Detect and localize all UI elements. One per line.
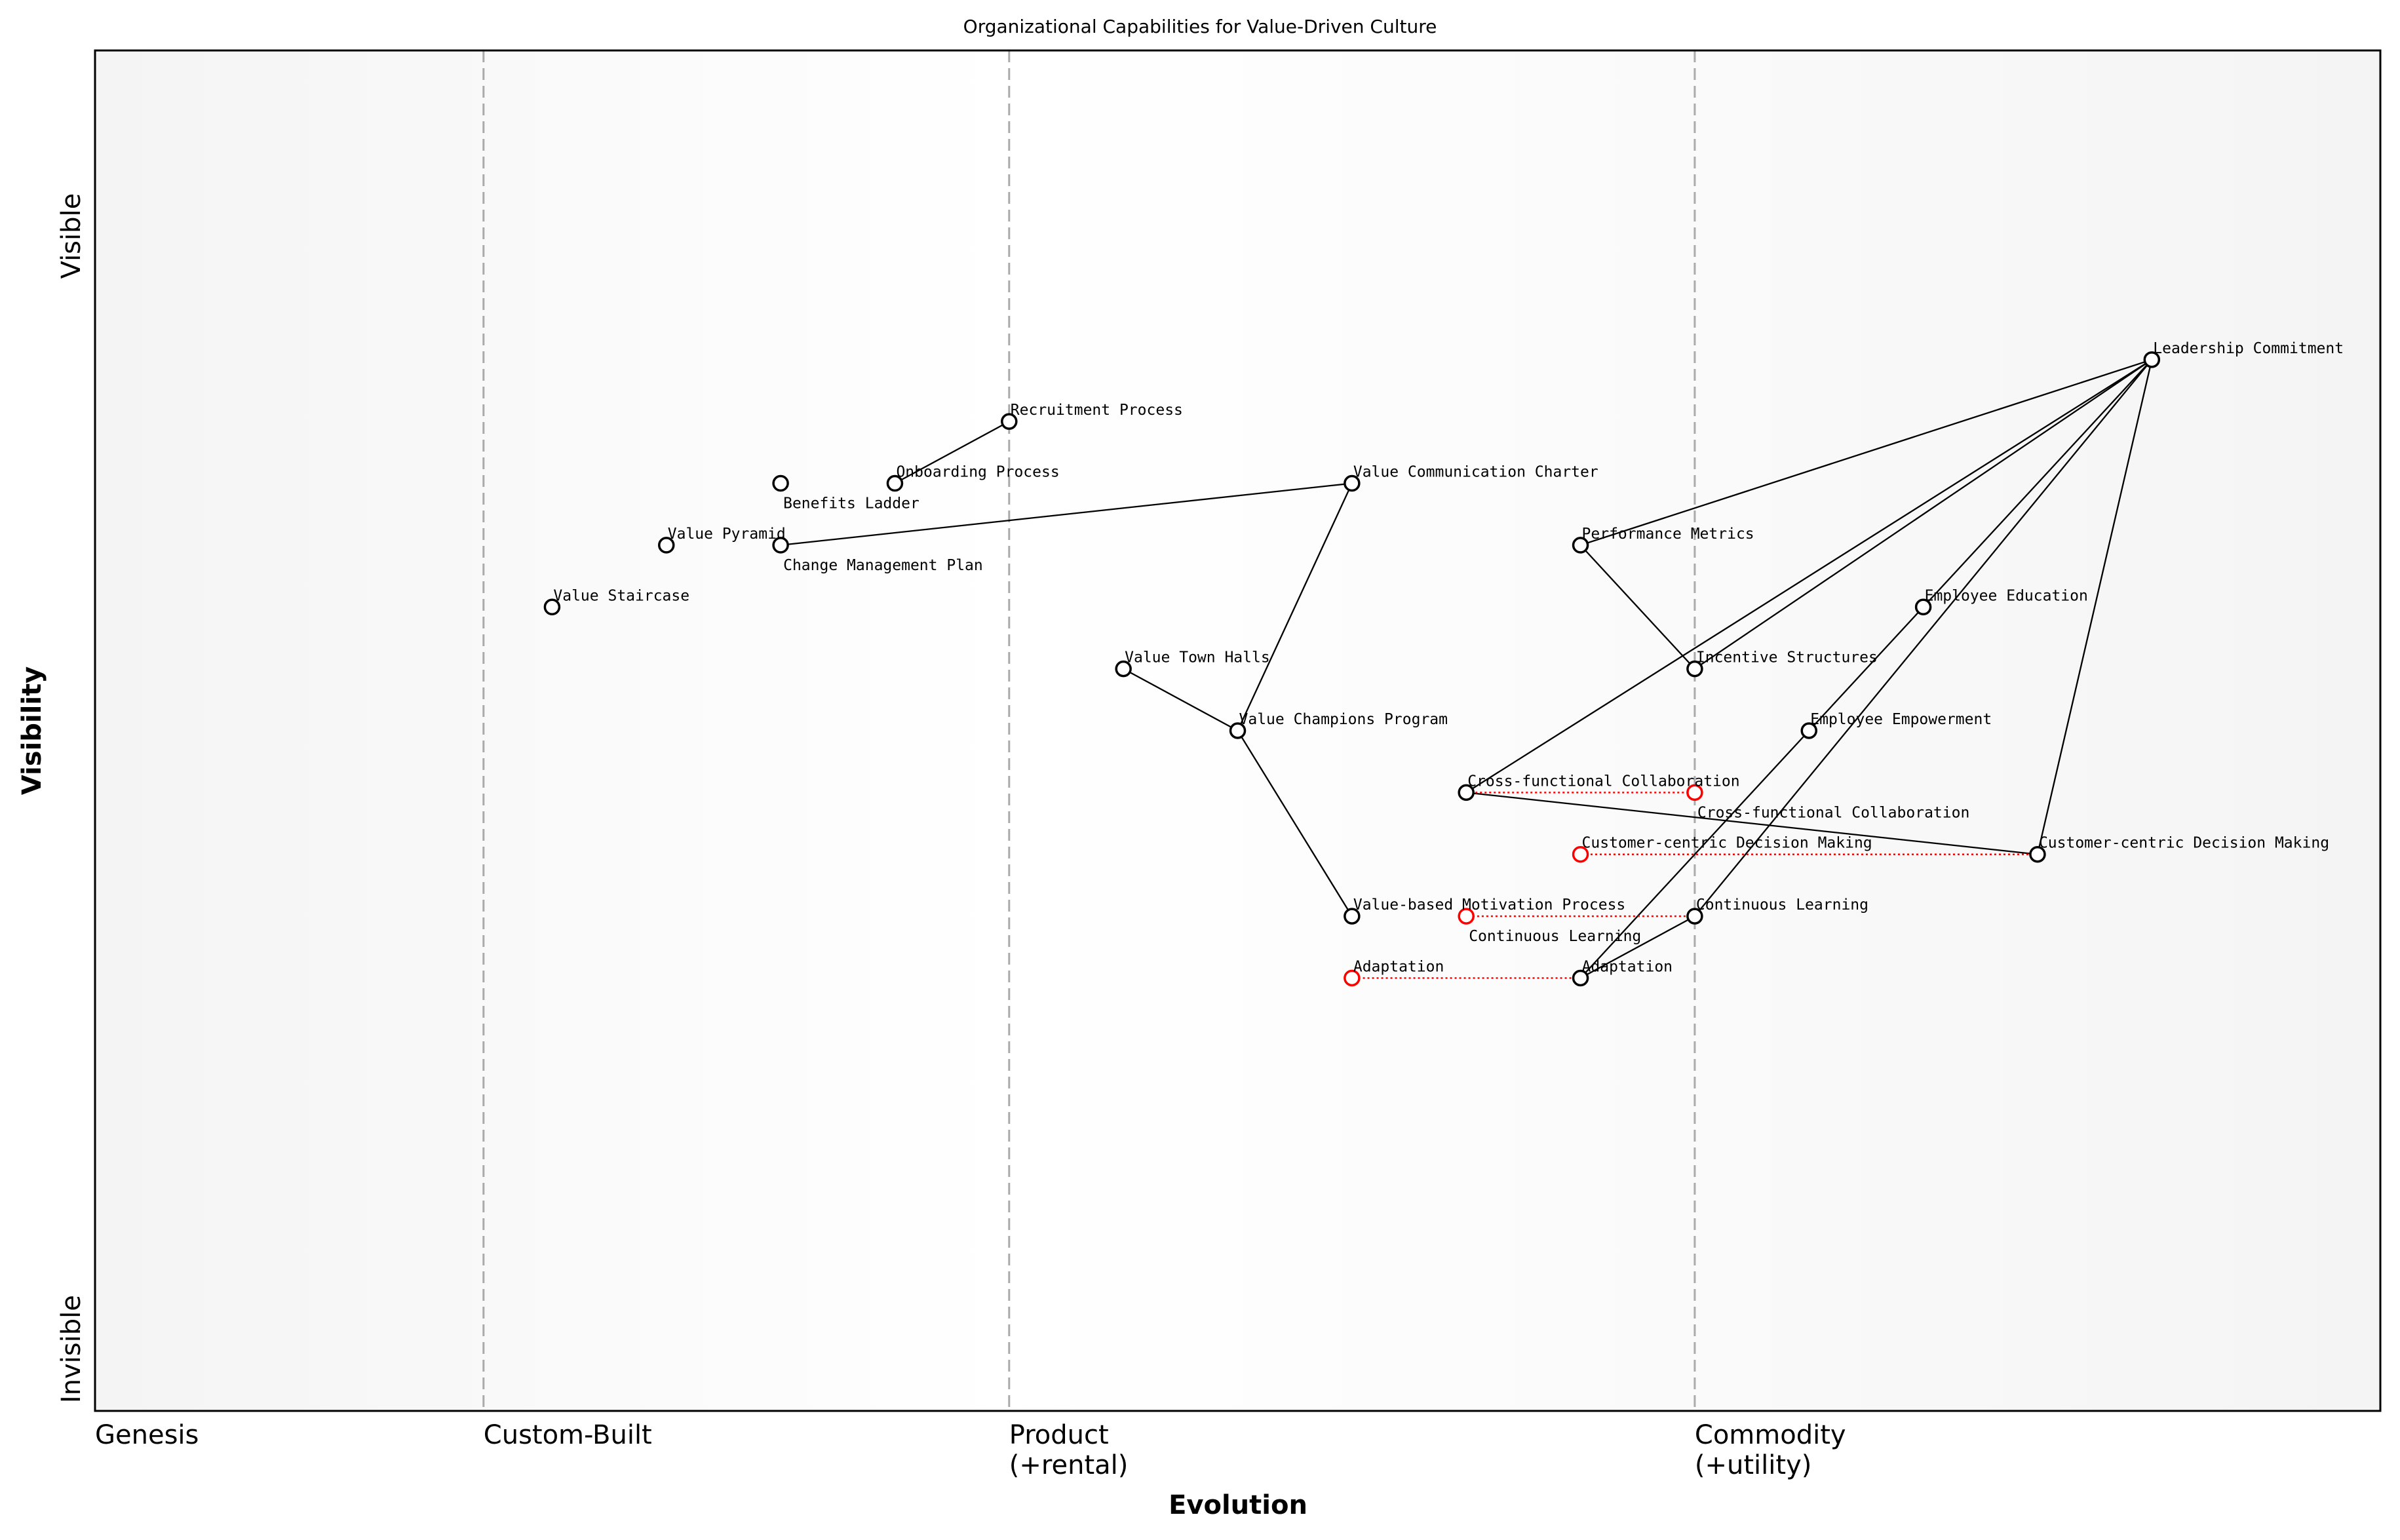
component-label: Performance Metrics [1582, 526, 1754, 543]
component-marker [2143, 351, 2161, 368]
dependency-link [1808, 606, 1924, 731]
component-label: Value Pyramid [668, 526, 786, 543]
component-label: Value Staircase [553, 587, 689, 604]
y-axis-label: Visibility [17, 666, 47, 795]
component-label: Onboarding Process [896, 464, 1059, 481]
component-marker [1344, 474, 1361, 492]
dependency-link [1580, 915, 1695, 979]
component-marker [1914, 598, 1932, 616]
evolved-component-marker [1572, 845, 1589, 863]
dependency-link [894, 421, 1010, 484]
component-label: Employee Empowerment [1810, 711, 1992, 728]
component-marker [886, 474, 904, 492]
component-marker [1001, 413, 1018, 430]
component-marker [1800, 722, 1817, 739]
component-marker [1344, 908, 1361, 925]
component-label: Leadership Commitment [2153, 340, 2344, 357]
component-marker [1115, 660, 1132, 678]
component-label: Continuous Learning [1696, 896, 1868, 914]
dependency-link [1465, 358, 2152, 794]
x-axis-label: Evolution [1169, 1490, 1307, 1520]
component-label: Cross-functional Collaboration [1467, 773, 1739, 790]
dependency-link [2036, 359, 2153, 855]
component-label: Employee Education [1925, 587, 2088, 604]
dependency-link [1579, 730, 1810, 979]
component-marker [772, 537, 789, 554]
dependency-link [1466, 792, 2038, 855]
x-tick-label: Custom-Built [484, 1420, 652, 1450]
component-label: Adaptation [1582, 958, 1673, 975]
evolved-component-marker [1344, 969, 1361, 987]
evolved-component-label: Adaptation [1353, 958, 1444, 975]
component-label: Customer-centric Decision Making [2039, 835, 2329, 852]
component-marker [1572, 969, 1589, 987]
evolved-component-marker [1458, 908, 1475, 925]
component-label: Value-based Motivation Process [1353, 896, 1625, 914]
y-tick-label: Visible [56, 193, 87, 279]
component-label: Value Champions Program [1239, 711, 1448, 728]
x-tick-label: Genesis [95, 1420, 199, 1450]
component-marker [1686, 908, 1703, 925]
evolved-component-label: Cross-functional Collaboration [1697, 804, 1969, 821]
component-label: Change Management Plan [783, 557, 983, 574]
chart-title: Organizational Capabilities for Value-Dr… [963, 16, 1437, 37]
x-tick-label: Commodity (+utility) [1695, 1420, 1846, 1480]
dependency-link [1922, 359, 2153, 608]
dependency-link [1237, 483, 1353, 731]
evolved-component-label: Customer-centric Decision Making [1582, 835, 1872, 852]
component-marker [2029, 845, 2046, 863]
y-tick-label: Invisible [56, 1295, 87, 1403]
component-marker [772, 474, 789, 492]
component-label: Recruitment Process [1011, 402, 1183, 419]
evolved-component-marker [1686, 784, 1703, 801]
dependency-link [1579, 545, 1695, 670]
component-marker [1229, 722, 1247, 739]
dependency-link [1580, 358, 2152, 547]
component-marker [658, 537, 675, 554]
dependency-link [1237, 730, 1353, 917]
component-marker [1458, 784, 1475, 801]
component-marker [1686, 660, 1703, 678]
dependency-link [1694, 359, 2153, 917]
component-marker [1572, 537, 1589, 554]
component-label: Value Communication Charter [1353, 464, 1598, 481]
component-label: Value Town Halls [1125, 649, 1270, 666]
plot-frame [94, 49, 2382, 1412]
x-tick-label: Product (+rental) [1009, 1420, 1129, 1480]
component-label: Incentive Structures [1696, 649, 1878, 666]
dependency-link [780, 482, 1352, 547]
evolved-component-label: Continuous Learning [1469, 928, 1641, 945]
component-marker [543, 598, 561, 616]
dependency-link [1123, 668, 1239, 732]
component-label: Benefits Ladder [783, 495, 919, 512]
dependency-link [1694, 358, 2152, 670]
